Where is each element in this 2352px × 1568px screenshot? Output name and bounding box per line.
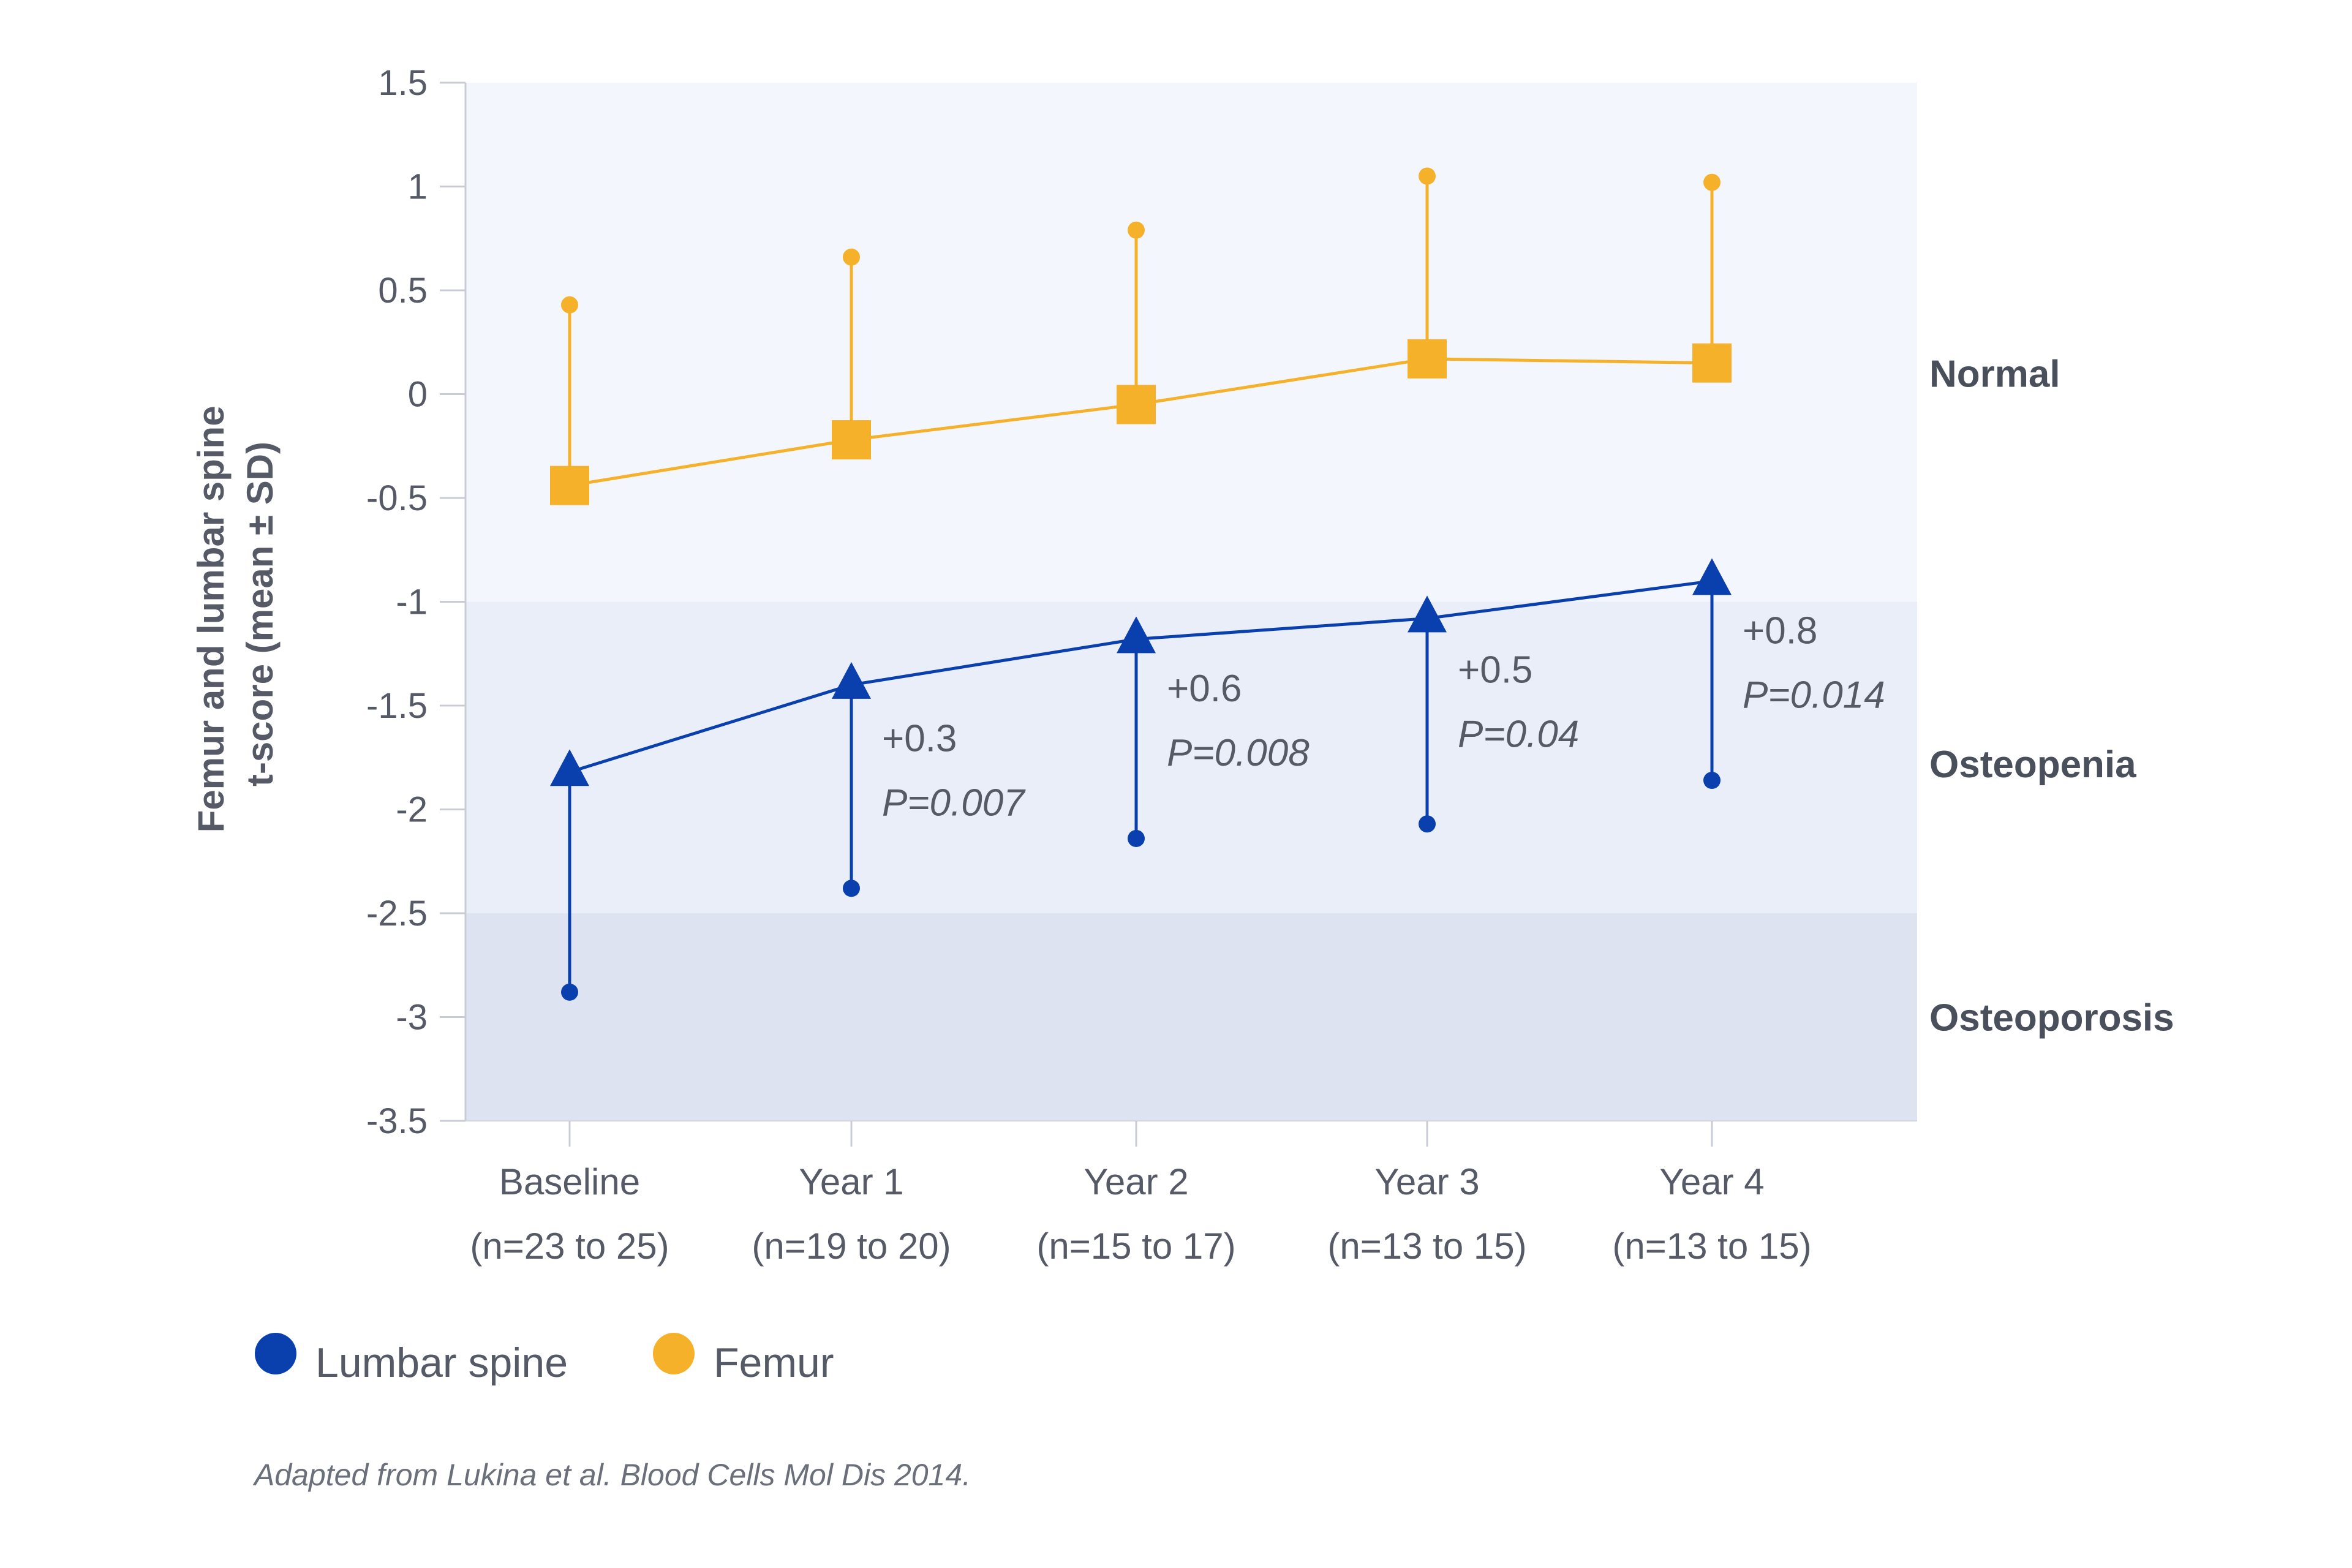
series-lumbar-spine: [550, 558, 1732, 1001]
femur-error-cap: [561, 296, 578, 314]
x-tick-label: Year 3: [1374, 1161, 1479, 1202]
lumbar-spine-marker: [1692, 558, 1732, 595]
femur-marker: [832, 420, 871, 460]
y-axis-title-line-1: Femur and lumbar spine: [190, 405, 232, 832]
femur-error-cap: [1128, 221, 1145, 239]
legend-swatch: [255, 1333, 296, 1374]
x-tick-label: Year 1: [799, 1161, 903, 1202]
x-tick-sublabel: (n=13 to 15): [1612, 1226, 1811, 1267]
femur-marker: [550, 466, 589, 505]
annotation-p-value: P=0.014: [1743, 674, 1885, 716]
legend-label: Femur: [714, 1340, 834, 1386]
x-tick-sublabel: (n=13 to 15): [1327, 1226, 1526, 1267]
lumbar-spine-marker: [1117, 616, 1156, 654]
y-tick-label: -1.5: [366, 686, 428, 726]
lumbar-spine-marker: [1408, 595, 1447, 633]
annotation-change: +0.6: [1167, 668, 1242, 710]
femur-error-cap: [843, 248, 860, 266]
zone-label-osteopenia: Osteopenia: [1929, 744, 2136, 786]
legend-swatch: [653, 1333, 695, 1374]
source-note: Adapted from Lukina et al. Blood Cells M…: [252, 1458, 971, 1492]
lumbar-spine-error-cap: [1419, 815, 1436, 833]
femur-error-cap: [1703, 173, 1721, 191]
y-tick-label: -0.5: [366, 478, 428, 518]
legend-item-femur: Femur: [653, 1333, 834, 1386]
annotation-change: +0.8: [1743, 609, 1817, 652]
x-tick-sublabel: (n=19 to 20): [752, 1226, 951, 1267]
y-tick-label: -2.5: [366, 894, 428, 933]
lumbar-spine-marker: [832, 662, 871, 699]
zone-labels: Normal Osteopenia Osteoporosis: [1929, 353, 2174, 1039]
y-tick-label: 1: [408, 167, 428, 207]
y-tick-label: 0: [408, 375, 428, 415]
femur-marker: [1117, 385, 1156, 424]
y-tick-label: 1.5: [378, 63, 428, 103]
classification-zones: [466, 83, 1917, 1121]
annotation-change: +0.3: [882, 718, 957, 760]
zone-band-normal: [466, 83, 1917, 602]
femur-error-cap: [1419, 167, 1436, 185]
zone-label-normal: Normal: [1929, 353, 2060, 396]
x-tick-sublabel: (n=15 to 17): [1036, 1226, 1235, 1267]
y-tick-label: -2: [396, 790, 428, 830]
y-axis: 1.5 1 0.5 0 -0.5 -1 -1.5 -2 -2.5 -3 -3.5: [366, 63, 467, 1141]
x-tick-sublabel: (n=23 to 25): [470, 1226, 669, 1267]
lumbar-spine-error-cap: [561, 983, 578, 1001]
annotations: +0.3 P=0.007 +0.6 P=0.008 +0.5 P=0.04 +0.8 P=0.…: [882, 609, 1885, 824]
annotation-p-value: P=0.007: [882, 782, 1026, 824]
x-axis: Baseline (n=23 to 25) Year 1 (n=19 to 20) Ye…: [466, 1120, 1917, 1267]
y-tick-label: -3.5: [366, 1101, 428, 1141]
lumbar-spine-error-cap: [843, 880, 860, 897]
legend: Lumbar spine Femur: [255, 1333, 834, 1386]
x-tick-label: Year 2: [1084, 1161, 1188, 1202]
lumbar-spine-error-cap: [1128, 829, 1145, 847]
series-femur: [550, 167, 1732, 505]
zone-label-osteoporosis: Osteoporosis: [1929, 997, 2174, 1039]
y-tick-label: -3: [396, 998, 428, 1038]
lumbar-spine-error-cap: [1703, 772, 1721, 790]
x-tick-label: Baseline: [499, 1161, 640, 1202]
femur-marker: [1408, 339, 1447, 379]
annotation-p-value: P=0.04: [1458, 714, 1579, 756]
femur-marker: [1692, 343, 1732, 383]
zone-band-osteopenia: [466, 601, 1917, 913]
legend-label: Lumbar spine: [315, 1340, 568, 1386]
annotation-p-value: P=0.008: [1167, 732, 1310, 774]
legend-item-lumbar-spine: Lumbar spine: [255, 1333, 568, 1386]
y-axis-title: Femur and lumbar spine t-score (mean ± S…: [190, 396, 281, 832]
y-tick-label: -1: [396, 582, 428, 622]
annotation-change: +0.5: [1458, 649, 1532, 692]
x-tick-label: Year 4: [1659, 1161, 1764, 1202]
y-tick-label: 0.5: [378, 271, 428, 311]
zone-band-osteoporosis: [466, 913, 1917, 1121]
y-axis-title-line-2: t-score (mean ± SD): [239, 442, 281, 786]
lumbar-spine-marker: [550, 749, 589, 786]
series-layer: [550, 167, 1732, 1001]
